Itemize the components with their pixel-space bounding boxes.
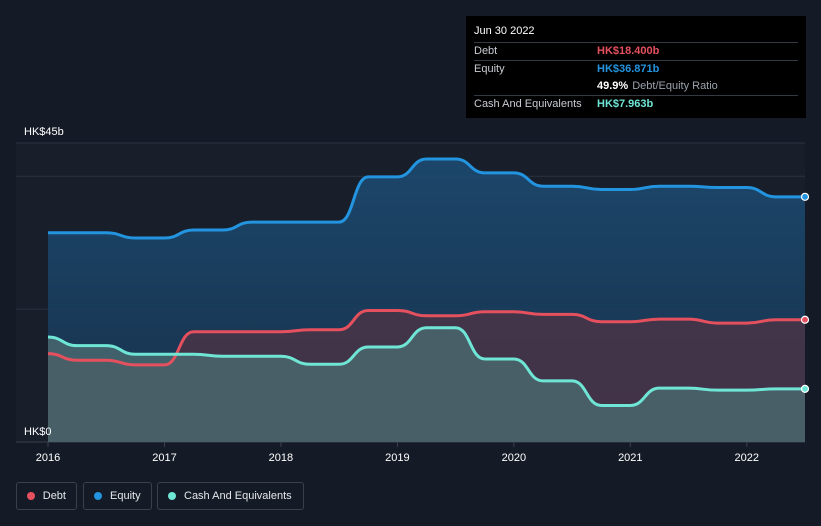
tooltip-ratio-value: 49.9% [597,80,629,92]
tooltip-equity-row: Equity HK$36.871b [474,60,798,78]
tooltip-cash-label: Cash And Equivalents [474,98,582,110]
tooltip-equity-value: HK$36.871b [597,63,660,75]
tooltip-panel: Jun 30 2022 Debt HK$18.400b Equity HK$36… [466,16,806,118]
legend-debt[interactable]: Debt [16,482,77,510]
x-tick-label: 2022 [735,452,759,464]
tooltip-ratio-spacer [474,78,597,95]
x-tick-label: 2018 [269,452,293,464]
tooltip-date: Jun 30 2022 [474,25,535,37]
legend-cash-dot [168,492,176,500]
tooltip-debt-value: HK$18.400b [597,45,660,57]
legend-debt-dot [27,492,35,500]
x-tick-label: 2021 [618,452,642,464]
x-tick-label: 2019 [385,452,409,464]
legend-cash[interactable]: Cash And Equivalents [157,482,304,510]
tooltip-cash-value: HK$7.963b [597,98,654,110]
equity-line [47,157,805,240]
equity-endpoint [800,192,810,201]
legend-equity-label: Equity [110,490,141,502]
cash-endpoint [800,384,810,393]
tooltip-ratio-row: 49.9% Debt/Equity Ratio [474,78,798,95]
tooltip-debt-row: Debt HK$18.400b [474,42,798,60]
legend-cash-label: Cash And Equivalents [184,490,292,502]
cash-line [47,326,805,407]
y-axis-top-label: HK$45b [24,126,64,138]
debt-line [47,308,805,367]
x-tick-label: 2016 [36,452,60,464]
y-axis-bottom-label: HK$0 [24,426,52,438]
x-tick-label: 2020 [502,452,526,464]
tooltip-equity-label: Equity [474,63,505,75]
legend-equity[interactable]: Equity [83,482,152,510]
legend-equity-dot [94,492,102,500]
tooltip-cash-row: Cash And Equivalents HK$7.963b [474,95,798,113]
legend-debt-label: Debt [42,490,66,502]
x-tick-label: 2017 [152,452,176,464]
tooltip-ratio-label: Debt/Equity Ratio [632,80,718,92]
debt-endpoint [800,315,810,324]
tooltip-debt-label: Debt [474,45,498,57]
